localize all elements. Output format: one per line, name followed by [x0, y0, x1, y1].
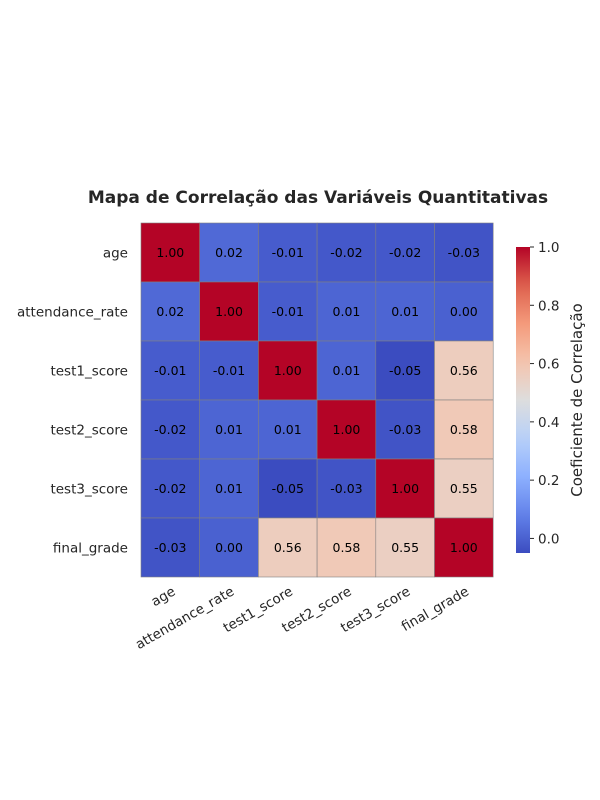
- x-axis-tick-labels: ageattendance_ratetest1_scoretest2_score…: [133, 584, 472, 653]
- heatmap-cell: [375, 458, 435, 519]
- cell-value-label: 0.56: [274, 540, 302, 555]
- heatmap-cell: [316, 458, 377, 519]
- x-tick-label: age: [149, 584, 179, 610]
- colorbar-tick-label: 0.4: [538, 415, 559, 431]
- cell-value-label: 0.55: [450, 481, 478, 496]
- heatmap-cell: [316, 340, 377, 401]
- heatmap-cell: [316, 281, 377, 342]
- heatmap-cell: [140, 458, 201, 519]
- chart-title: Mapa de Correlação das Variáveis Quantit…: [88, 188, 548, 208]
- heatmap-cell: [434, 222, 494, 283]
- cell-value-label: 1.00: [450, 540, 478, 555]
- y-tick-label: age: [103, 246, 128, 262]
- y-tick-label: attendance_rate: [17, 305, 128, 321]
- heatmap-cell: [258, 340, 318, 401]
- cell-value-label: 0.58: [450, 422, 478, 437]
- cell-value-label: 0.01: [215, 422, 243, 437]
- cell-value-label: -0.01: [272, 304, 304, 319]
- cell-value-label: -0.05: [272, 481, 304, 496]
- colorbar: 0.0 0.2 0.4 0.6 0.8 1.0 Coeficiente de Correla…: [516, 240, 586, 553]
- heatmap-cell: [434, 458, 494, 519]
- x-tick-label: attendance_rate: [133, 584, 237, 653]
- cell-value-label: 1.00: [215, 304, 243, 319]
- heatmap-cell: [199, 399, 259, 460]
- colorbar-tick-label: 0.2: [538, 473, 559, 489]
- cell-value-label: -0.05: [389, 363, 421, 378]
- heatmap-cell: [434, 399, 494, 460]
- x-tick-label: final_grade: [399, 584, 472, 635]
- cell-value-label: 0.01: [215, 481, 243, 496]
- cell-value-label: 0.00: [215, 540, 243, 555]
- heatmap-cell: [375, 517, 435, 578]
- heatmap-cell: [434, 340, 494, 401]
- heatmap-cells: [140, 222, 494, 578]
- heatmap-cell: [316, 222, 377, 283]
- cell-value-label: 0.01: [333, 304, 361, 319]
- y-tick-label: test1_score: [50, 364, 128, 380]
- cell-value-label: 1.00: [391, 481, 419, 496]
- cell-value-label: 0.01: [333, 363, 361, 378]
- heatmap-cell-labels: 1.00 0.02 -0.01 -0.02 -0.02 -0.03 0.02 1.00 -0.0…: [154, 245, 480, 555]
- cell-value-label: 0.01: [274, 422, 302, 437]
- heatmap-cell: [434, 281, 494, 342]
- cell-value-label: -0.01: [213, 363, 245, 378]
- colorbar-tick-label: 0.6: [538, 357, 559, 373]
- heatmap-cell: [199, 281, 259, 342]
- heatmap-cell: [199, 340, 259, 401]
- cell-value-label: -0.03: [154, 540, 186, 555]
- cell-value-label: 0.02: [156, 304, 184, 319]
- heatmap-cell: [316, 399, 377, 460]
- heatmap-cell: [375, 222, 435, 283]
- cell-value-label: -0.03: [330, 481, 362, 496]
- y-tick-label: final_grade: [53, 541, 128, 557]
- cell-value-label: -0.02: [330, 245, 362, 260]
- cell-value-label: 1.00: [333, 422, 361, 437]
- colorbar-tick-label: 0.8: [538, 298, 559, 314]
- heatmap-cell: [258, 222, 318, 283]
- y-axis-tick-labels: age attendance_rate test1_score test2_score…: [17, 246, 128, 557]
- cell-value-label: -0.02: [389, 245, 421, 260]
- cell-value-label: 1.00: [274, 363, 302, 378]
- cell-value-label: 0.56: [450, 363, 478, 378]
- heatmap-cell: [140, 340, 201, 401]
- cell-value-label: -0.01: [272, 245, 304, 260]
- colorbar-gradient: [516, 247, 530, 553]
- cell-value-label: -0.03: [389, 422, 421, 437]
- cell-value-label: -0.02: [154, 481, 186, 496]
- cell-value-label: 0.55: [391, 540, 419, 555]
- cell-value-label: -0.03: [448, 245, 480, 260]
- heatmap-cell: [140, 222, 201, 283]
- cell-value-label: 1.00: [156, 245, 184, 260]
- cell-value-label: 0.01: [391, 304, 419, 319]
- heatmap-cell: [140, 517, 201, 578]
- cell-value-label: 0.58: [333, 540, 361, 555]
- heatmap-cell: [434, 517, 494, 578]
- heatmap-cell: [199, 222, 259, 283]
- heatmap-cell: [258, 458, 318, 519]
- heatmap-cell: [140, 399, 201, 460]
- colorbar-tick-label: 1.0: [538, 240, 559, 256]
- heatmap-cell: [375, 399, 435, 460]
- heatmap-cell: [316, 517, 377, 578]
- colorbar-tick-label: 0.0: [538, 531, 559, 547]
- y-tick-label: test3_score: [50, 482, 128, 498]
- cell-value-label: 0.02: [215, 245, 243, 260]
- heatmap-cell: [375, 340, 435, 401]
- colorbar-label: Coeficiente de Correlação: [568, 303, 586, 496]
- y-tick-label: test2_score: [50, 423, 128, 439]
- cell-value-label: -0.01: [154, 363, 186, 378]
- cell-value-label: -0.02: [154, 422, 186, 437]
- cell-value-label: 0.00: [450, 304, 478, 319]
- heatmap-cell: [258, 399, 318, 460]
